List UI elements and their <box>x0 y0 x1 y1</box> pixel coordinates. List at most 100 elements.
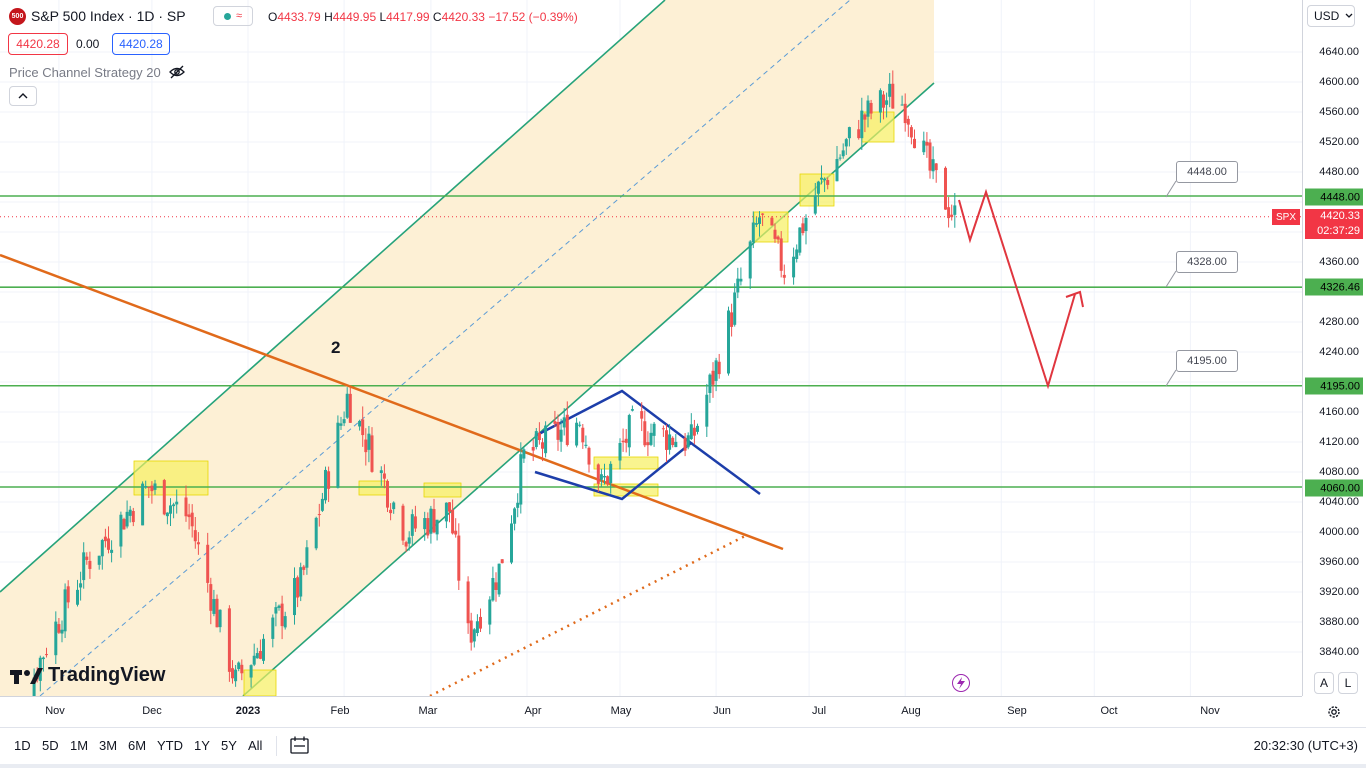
candle-body <box>795 249 799 260</box>
candle-body <box>544 425 548 454</box>
candle-body <box>838 157 842 159</box>
highlight-zone[interactable] <box>358 480 388 496</box>
candle-body <box>643 421 647 446</box>
candle-body <box>175 501 179 505</box>
time-tick: May <box>610 705 632 717</box>
candle-body <box>234 669 238 682</box>
level-label-4195: 4195.00 <box>1305 377 1363 395</box>
symbol-title[interactable]: S&P 500 Index · 1D · SP <box>31 8 186 24</box>
candle-body <box>556 422 560 440</box>
ascending-dotted-trendline[interactable] <box>429 534 746 696</box>
tradingview-watermark: TradingView <box>10 664 165 687</box>
candle-body <box>891 83 895 109</box>
price-chart[interactable] <box>0 0 1302 696</box>
candle-body <box>258 651 262 659</box>
indicator-label[interactable]: Price Channel Strategy 20 <box>9 65 161 80</box>
candle-body <box>913 138 916 149</box>
timeframe-button-1y[interactable]: 1Y <box>194 738 210 753</box>
clock-readout[interactable]: 20:32:30 (UTC+3) <box>1253 738 1358 753</box>
candle-body <box>429 508 433 534</box>
log-scale-button[interactable]: L <box>1338 672 1358 694</box>
timeframe-button-3m[interactable]: 3M <box>99 738 118 753</box>
candle-body <box>107 538 110 550</box>
currency-selector[interactable]: USD <box>1307 5 1355 27</box>
candle-body <box>627 415 631 448</box>
time-tick: 2023 <box>235 705 261 717</box>
timeframe-button-all[interactable]: All <box>248 738 263 753</box>
symbol-logo: 500 <box>9 8 26 25</box>
price-tick: 3880.00 <box>1319 616 1359 628</box>
candle-body <box>110 549 114 553</box>
time-axis[interactable]: Nov Dec 2023 Feb Mar Apr May Jun Jul Aug Sep Oct Nov <box>0 696 1340 727</box>
highlight-zone[interactable] <box>243 669 277 696</box>
candle-body <box>519 454 523 505</box>
date-range-calendar-icon[interactable] <box>290 736 310 754</box>
level-callout-4195[interactable]: 4195.00 <box>1176 350 1238 372</box>
candle-body <box>813 195 817 214</box>
candle-body <box>209 584 213 611</box>
callout-pointer <box>1165 369 1177 387</box>
highlight-zone[interactable] <box>423 482 462 498</box>
time-tick: Dec <box>142 705 162 717</box>
candle-body <box>531 447 535 451</box>
candle-body <box>410 514 414 536</box>
time-tick: Feb <box>330 705 350 717</box>
candle-body <box>739 278 743 282</box>
candle-body <box>537 432 541 441</box>
eye-hidden-icon[interactable] <box>168 64 186 80</box>
timeframe-button-6m[interactable]: 6M <box>128 738 147 753</box>
candle-body <box>262 638 265 661</box>
chart-area[interactable]: 500 S&P 500 Index · 1D · SP ≈ O4433.79 H… <box>0 0 1302 696</box>
price-tick: 3920.00 <box>1319 586 1359 598</box>
candle-body <box>646 442 650 446</box>
timeframe-button-ytd[interactable]: YTD <box>157 738 183 753</box>
channel-upper-line[interactable] <box>0 0 666 593</box>
candle-body <box>878 90 882 113</box>
timeframe-button-5y[interactable]: 5Y <box>221 738 237 753</box>
candle-body <box>293 578 296 616</box>
forecast-path[interactable] <box>958 188 1076 390</box>
level-callout-4448[interactable]: 4448.00 <box>1176 161 1238 183</box>
descending-trendline[interactable] <box>0 253 784 551</box>
candle-body <box>562 417 566 428</box>
candle-body <box>76 589 79 605</box>
timeframe-button-5d[interactable]: 5D <box>42 738 59 753</box>
wave-label: 2 <box>331 338 341 357</box>
candle-body <box>305 547 309 568</box>
highlight-zone[interactable] <box>593 456 659 470</box>
candle-body <box>534 431 538 448</box>
candle-body <box>162 480 166 515</box>
earnings-event-icon[interactable] <box>952 674 970 692</box>
candle-body <box>596 464 600 484</box>
settings-gear-icon[interactable] <box>1326 704 1342 720</box>
candle-body <box>668 434 672 450</box>
level-label-4326: 4326.46 <box>1305 278 1363 296</box>
timeframe-button-1m[interactable]: 1M <box>70 738 89 753</box>
auto-scale-button[interactable]: A <box>1314 672 1334 694</box>
buy-button[interactable]: 4420.28 <box>112 33 170 55</box>
candle-body <box>448 502 451 512</box>
candle-body <box>776 236 780 240</box>
level-callout-4328[interactable]: 4328.00 <box>1176 251 1238 273</box>
candle-body <box>621 440 625 443</box>
candle-body <box>82 552 86 581</box>
candle-body <box>847 127 851 139</box>
candle-body <box>187 514 191 518</box>
candle-body <box>869 102 873 114</box>
candle-body <box>494 582 498 590</box>
timeframe-button-1d[interactable]: 1D <box>14 738 31 753</box>
callout-pointer <box>1165 270 1177 288</box>
candle-body <box>909 127 913 138</box>
market-open-dot-icon <box>223 12 231 20</box>
sell-button[interactable]: 4420.28 <box>8 33 68 55</box>
candle-body <box>361 419 365 436</box>
candle-body <box>844 139 848 147</box>
price-axis[interactable]: USD 4640.00 4600.00 4560.00 4520.00 4480.00 4… <box>1302 0 1366 696</box>
candle-body <box>575 422 579 446</box>
diamond-breakout-line[interactable] <box>690 441 761 496</box>
market-status-badge[interactable]: ≈ <box>213 6 253 26</box>
candle-body <box>510 523 513 563</box>
candle-body <box>674 441 678 448</box>
highlight-zone[interactable] <box>133 460 209 496</box>
collapse-legend-button[interactable] <box>9 86 37 106</box>
